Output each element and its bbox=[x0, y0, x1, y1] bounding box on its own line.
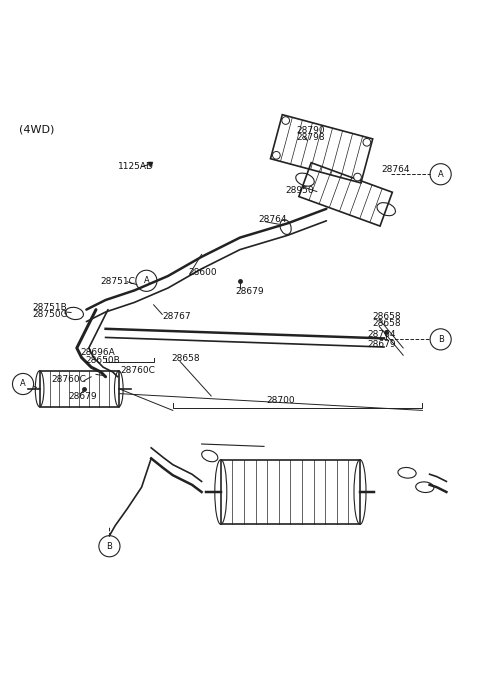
Text: 28658: 28658 bbox=[172, 354, 201, 363]
Text: A: A bbox=[20, 379, 26, 388]
Text: 28696A: 28696A bbox=[81, 348, 115, 357]
Text: 1125AD: 1125AD bbox=[118, 162, 154, 171]
Bar bbox=[221, 459, 360, 524]
Text: 28679: 28679 bbox=[69, 393, 97, 402]
Circle shape bbox=[282, 117, 289, 125]
Text: 28658: 28658 bbox=[372, 319, 401, 329]
Text: A: A bbox=[438, 170, 444, 179]
Circle shape bbox=[354, 173, 361, 181]
Text: 28764: 28764 bbox=[382, 165, 410, 174]
Text: 28950: 28950 bbox=[286, 186, 314, 195]
Text: 28679: 28679 bbox=[367, 340, 396, 349]
Text: 28760C: 28760C bbox=[120, 366, 155, 375]
Text: 28764: 28764 bbox=[258, 215, 287, 224]
Text: 28798: 28798 bbox=[297, 133, 325, 142]
Circle shape bbox=[273, 152, 280, 159]
Text: 28790: 28790 bbox=[297, 126, 325, 135]
Text: A: A bbox=[144, 276, 149, 285]
Text: B: B bbox=[107, 541, 112, 551]
Text: 28764: 28764 bbox=[367, 330, 396, 339]
Text: 28767: 28767 bbox=[162, 313, 191, 322]
Text: 28658: 28658 bbox=[372, 313, 401, 322]
Bar bbox=[299, 163, 392, 226]
Text: 28700: 28700 bbox=[266, 396, 295, 405]
Text: 28679: 28679 bbox=[235, 287, 264, 296]
Text: 28650B: 28650B bbox=[85, 356, 120, 365]
Bar bbox=[271, 115, 372, 183]
Circle shape bbox=[363, 139, 371, 146]
Text: 28760C: 28760C bbox=[52, 374, 87, 383]
Text: 28751B: 28751B bbox=[33, 303, 67, 312]
Text: 28600: 28600 bbox=[189, 268, 217, 276]
Bar bbox=[39, 371, 119, 406]
Text: B: B bbox=[438, 335, 444, 344]
Text: 28751C: 28751C bbox=[101, 277, 136, 286]
Text: (4WD): (4WD) bbox=[19, 125, 55, 135]
Text: 28750G: 28750G bbox=[33, 310, 68, 319]
